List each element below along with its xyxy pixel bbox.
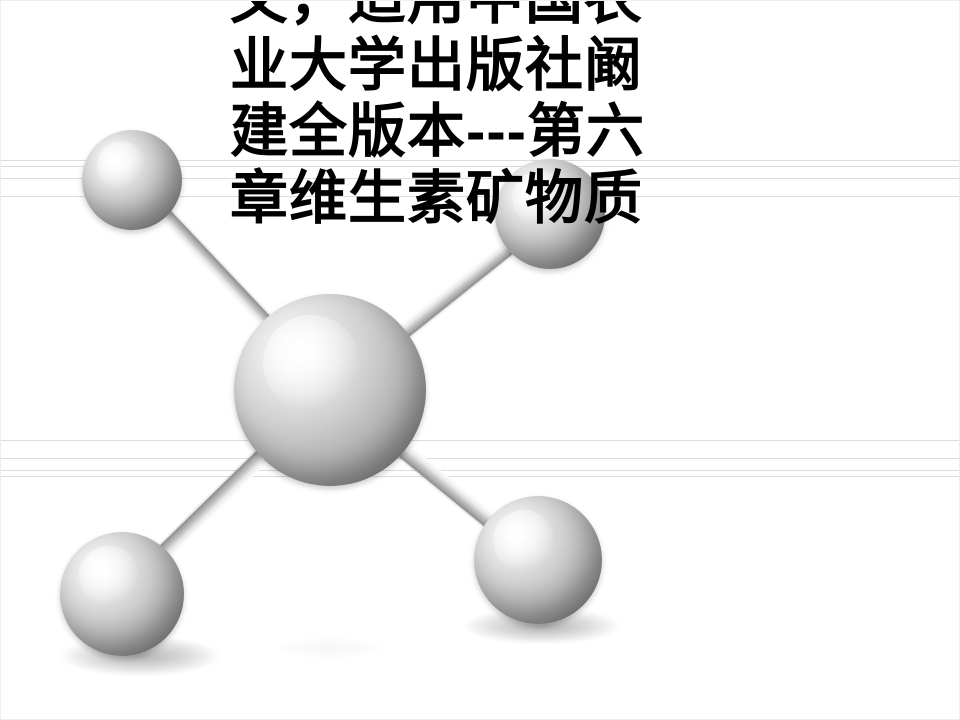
- title-line: 章维生素矿物质: [230, 166, 750, 233]
- atom-sphere-bottom-left: [60, 532, 184, 656]
- sphere-highlight: [79, 546, 139, 606]
- sphere-highlight: [493, 510, 555, 572]
- atom-sphere-center: [234, 294, 426, 486]
- title-line: 建全版本---第六: [230, 99, 750, 166]
- title-line: 业大学出版社阚: [230, 33, 750, 100]
- title-line: 义，适用中国农: [230, 0, 750, 33]
- sphere-highlight: [263, 315, 359, 411]
- slide-title: 义，适用中国农业大学出版社阚建全版本---第六章维生素矿物质: [230, 0, 750, 233]
- floor-shadow: [270, 636, 390, 660]
- sphere-highlight: [97, 141, 145, 189]
- atom-sphere-bottom-right: [474, 496, 602, 624]
- atom-sphere-top-left: [82, 130, 182, 230]
